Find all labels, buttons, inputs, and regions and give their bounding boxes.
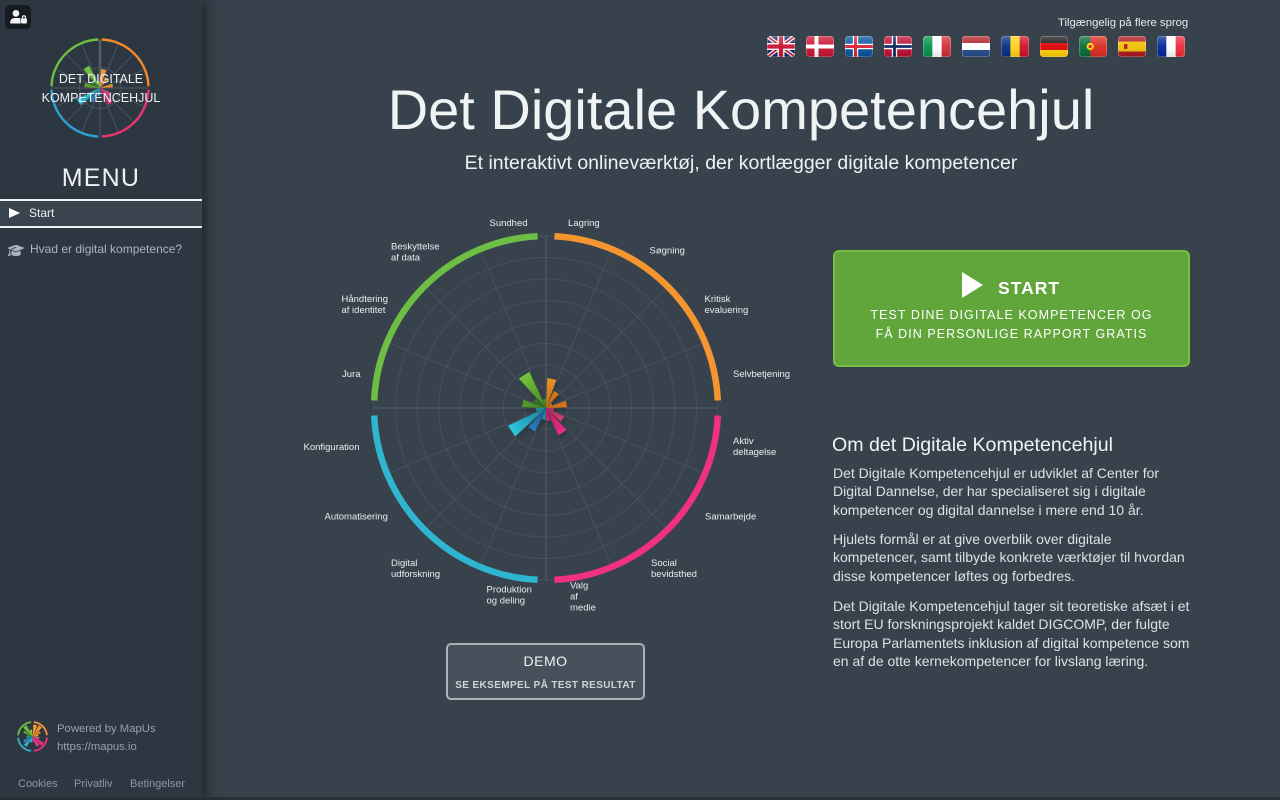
svg-text:af: af	[570, 592, 578, 603]
svg-text:evaluering: evaluering	[705, 305, 749, 316]
svg-text:medie: medie	[570, 603, 596, 614]
svg-text:og deling: og deling	[487, 596, 526, 607]
svg-text:Sundhed: Sundhed	[490, 218, 528, 229]
svg-text:Valg: Valg	[570, 581, 588, 592]
svg-text:Samarbejde: Samarbejde	[705, 512, 756, 523]
svg-text:Social: Social	[651, 558, 677, 569]
svg-text:af identitet: af identitet	[342, 305, 386, 316]
svg-text:Konfiguration: Konfiguration	[304, 442, 360, 453]
svg-text:deltagelse: deltagelse	[733, 447, 776, 458]
svg-text:Søgning: Søgning	[650, 246, 685, 257]
svg-text:Automatisering: Automatisering	[325, 512, 388, 523]
svg-text:Digital: Digital	[391, 558, 417, 569]
svg-text:Aktiv: Aktiv	[733, 436, 754, 447]
svg-text:af data: af data	[391, 253, 421, 264]
svg-text:Selvbetjening: Selvbetjening	[733, 369, 790, 380]
svg-text:Håndtering: Håndtering	[342, 294, 388, 305]
svg-text:Jura: Jura	[342, 369, 361, 380]
svg-text:bevidsthed: bevidsthed	[651, 569, 697, 580]
svg-text:udforskning: udforskning	[391, 569, 440, 580]
svg-text:Produktion: Produktion	[487, 585, 532, 596]
svg-text:Kritisk: Kritisk	[705, 294, 731, 305]
svg-text:Beskyttelse: Beskyttelse	[391, 242, 440, 253]
svg-text:Lagring: Lagring	[568, 218, 600, 229]
